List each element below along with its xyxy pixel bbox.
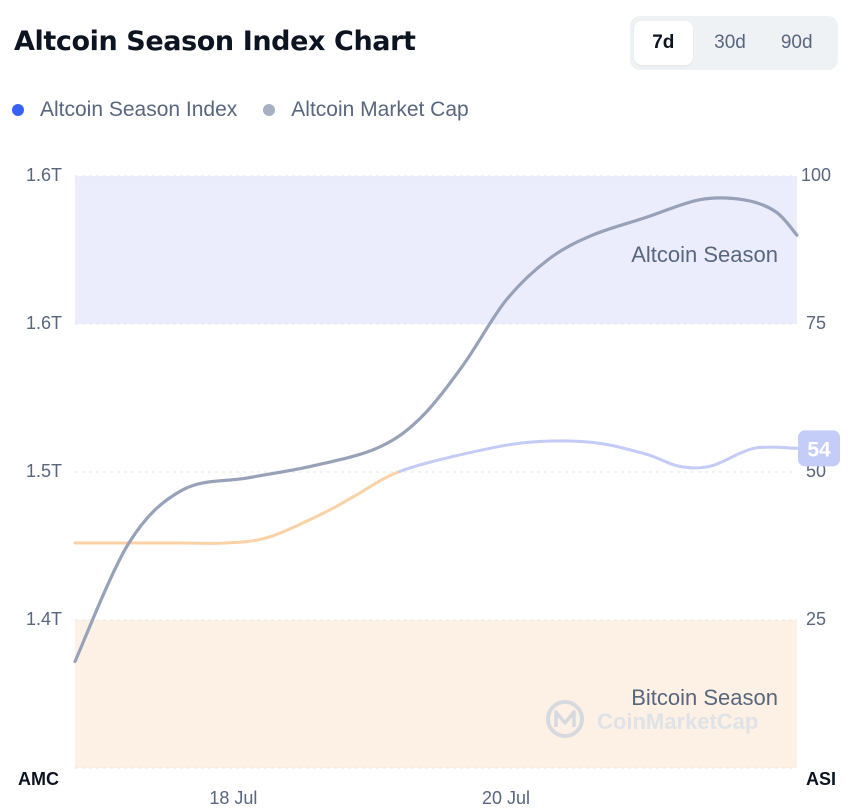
altcoin-season-zone <box>75 176 797 324</box>
right-axis-title: ASI <box>806 769 836 789</box>
coinmarketcap-watermark: CoinMarketCap <box>546 700 758 738</box>
range-90d-button[interactable]: 90d <box>780 32 813 53</box>
range-7d-button[interactable]: 7d <box>634 21 693 65</box>
coinmarketcap-logo-icon <box>546 700 584 738</box>
altcoin-market-cap-line[interactable] <box>73 196 799 663</box>
legend-dot-index <box>12 104 24 116</box>
bitcoin-season-label: Bitcoin Season <box>631 685 778 710</box>
time-range-selector: 7d 30d 90d <box>630 16 838 70</box>
chart-legend: Altcoin Season Index Altcoin Market Cap <box>12 98 495 122</box>
left-axis-tick-label: 1.6T <box>26 313 62 333</box>
coinmarketcap-logo-mark <box>554 710 576 727</box>
legend-label-market-cap: Altcoin Market Cap <box>291 98 469 121</box>
left-axis-title: AMC <box>18 769 59 789</box>
legend-item-index[interactable]: Altcoin Season Index <box>12 98 237 122</box>
watermark-text: CoinMarketCap <box>597 709 758 734</box>
altcoin-season-label: Altcoin Season <box>631 242 778 267</box>
current-value-label: 54 <box>807 438 831 461</box>
page-title: Altcoin Season Index Chart <box>14 26 416 57</box>
altcoin-season-index-line[interactable] <box>73 439 799 545</box>
left-axis-tick-label: 1.5T <box>26 461 62 481</box>
range-30d-button[interactable]: 30d <box>714 32 746 53</box>
legend-label-index: Altcoin Season Index <box>40 98 238 121</box>
current-value-badge <box>798 430 840 467</box>
right-axis-tick-label: 25 <box>806 609 826 629</box>
x-axis-tick-label: 20 Jul <box>482 788 530 808</box>
x-axis-tick-label: 18 Jul <box>209 788 257 808</box>
legend-dot-market-cap <box>263 104 276 116</box>
right-axis-tick-label: 75 <box>806 313 826 333</box>
bitcoin-season-zone <box>75 620 797 768</box>
legend-item-market-cap[interactable]: Altcoin Market Cap <box>263 98 469 122</box>
left-axis-tick-label: 1.6T <box>26 165 62 185</box>
right-axis-tick-label: 100 <box>801 165 831 185</box>
left-axis-tick-label: 1.4T <box>26 609 62 629</box>
